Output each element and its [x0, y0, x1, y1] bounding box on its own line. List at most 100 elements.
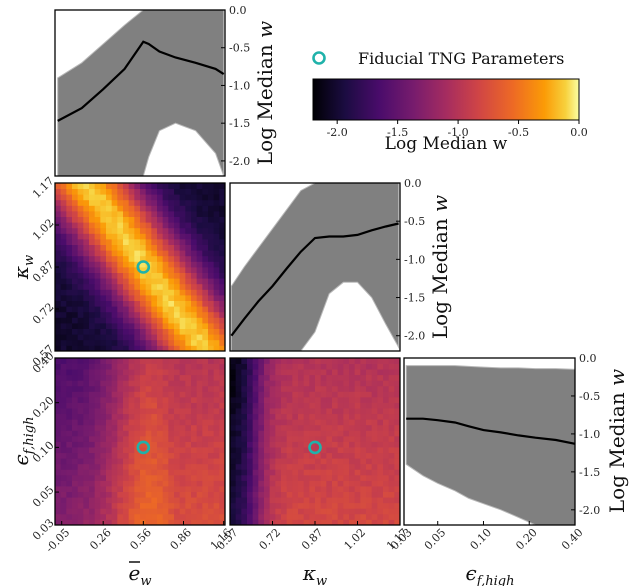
heatmap-cell: [60, 272, 67, 279]
heatmap-cell: [168, 222, 175, 229]
heatmap-cell: [292, 363, 299, 370]
heatmap-cell: [230, 447, 237, 454]
heatmap-cell: [366, 497, 373, 504]
heatmap-cell: [208, 334, 215, 341]
heatmap-cell: [354, 408, 361, 415]
heatmap-cell: [72, 222, 79, 229]
heatmap-cell: [366, 363, 373, 370]
heatmap-cell: [123, 272, 130, 279]
heatmap-cell: [157, 513, 164, 520]
heatmap-cell: [117, 227, 124, 234]
heatmap-cell: [179, 491, 186, 498]
heatmap-cell: [174, 474, 181, 481]
heatmap-cell: [264, 385, 271, 392]
heatmap-cell: [174, 323, 181, 329]
heatmap-cell: [123, 199, 130, 206]
heatmap-cell: [134, 306, 141, 313]
heatmap-cell: [252, 435, 259, 442]
heatmap-cell: [349, 419, 356, 426]
heatmap-cell: [111, 435, 118, 442]
heatmap-cell: [383, 435, 390, 442]
heatmap-cell: [394, 413, 401, 420]
heatmap-cell: [83, 199, 90, 206]
heatmap-cell: [394, 474, 401, 481]
heatmap-cell: [55, 311, 62, 318]
heatmap-cell: [235, 380, 242, 387]
heatmap-cell: [394, 502, 401, 509]
heatmap-cell: [134, 380, 141, 387]
heatmap-cell: [60, 239, 67, 245]
heatmap-cell: [252, 447, 259, 454]
heatmap-cell: [111, 430, 118, 437]
heatmap-cell: [179, 447, 186, 454]
heatmap-cell: [202, 227, 209, 234]
heatmap-cell: [157, 311, 164, 318]
heatmap-cell: [100, 447, 107, 454]
heatmap-cell: [309, 435, 316, 442]
heatmap-cell: [174, 480, 181, 487]
heatmap-cell: [111, 300, 118, 307]
heatmap-cell: [388, 413, 395, 420]
heatmap-cell: [394, 369, 401, 376]
heatmap-cell: [202, 508, 209, 515]
heatmap-cell: [111, 283, 118, 290]
heatmap-cell: [117, 317, 124, 324]
heatmap-cell: [196, 458, 203, 465]
heatmap-cell: [83, 491, 90, 498]
heatmap-cell: [252, 480, 259, 487]
heatmap-cell: [117, 233, 124, 240]
heatmap-cell: [388, 469, 395, 476]
heatmap-cell: [117, 469, 124, 476]
heatmap-cell: [168, 211, 175, 217]
heatmap-cell: [377, 408, 384, 415]
heatmap-cell: [157, 358, 164, 364]
colorbar-gradient: [312, 78, 580, 121]
heatmap-cell: [337, 463, 344, 470]
heatmap-cell: [269, 458, 276, 465]
heatmap-cell: [162, 497, 169, 504]
heatmap-cell: [191, 358, 198, 364]
heatmap-cell: [202, 474, 209, 481]
heatmap-cell: [275, 480, 282, 487]
heatmap-cell: [208, 233, 215, 240]
heatmap-cell: [349, 424, 356, 431]
heatmap-cell: [219, 328, 226, 335]
heatmap-cell: [128, 463, 135, 470]
heatmap-cell: [106, 497, 113, 504]
heatmap-cell: [281, 408, 288, 415]
heatmap-cell: [202, 300, 209, 307]
heatmap-cell: [269, 402, 276, 409]
heatmap-cell: [151, 188, 158, 195]
heatmap-cell: [332, 519, 339, 526]
heatmap-cell: [292, 480, 299, 487]
heatmap-cell: [264, 486, 271, 492]
heatmap-cell: [140, 199, 147, 206]
heatmap-cell: [55, 513, 62, 520]
heatmap-cell: [123, 328, 130, 335]
heatmap-cell: [235, 519, 242, 526]
heatmap-cell: [128, 233, 135, 240]
heatmap-cell: [55, 413, 62, 420]
heatmap-cell: [100, 183, 107, 189]
heatmap-cell: [286, 452, 293, 459]
heatmap-cell: [371, 463, 378, 470]
heatmap-cell: [77, 497, 84, 504]
heatmap-cell: [94, 283, 101, 290]
heatmap-cell: [360, 413, 367, 420]
heatmap-cell: [162, 419, 169, 426]
heatmap-cell: [298, 424, 305, 431]
colorbar: -2.0 -1.5 -1.0 -0.5 0.0 Log Median w: [312, 78, 588, 154]
heatmap-cell: [394, 497, 401, 504]
heatmap-cell: [292, 491, 299, 498]
heatmap-cell: [258, 385, 265, 392]
heatmap-cell: [94, 272, 101, 279]
heatmap-cell: [66, 358, 73, 364]
heatmap-cell: [145, 289, 152, 296]
heatmap-cell: [241, 408, 248, 415]
heatmap-cell: [208, 424, 215, 431]
heatmap-cell: [269, 502, 276, 509]
xtick-label: 0.20: [513, 526, 540, 553]
heatmap-cell: [275, 447, 282, 454]
heatmap-cell: [83, 267, 90, 273]
heatmap-cell: [196, 435, 203, 442]
